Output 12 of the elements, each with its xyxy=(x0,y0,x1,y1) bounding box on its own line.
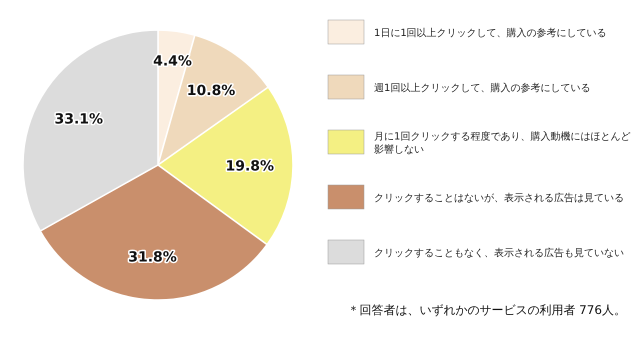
data-label: 4.4% xyxy=(153,54,192,70)
legend-label: クリックすることもなく、表示される広告も見ていない xyxy=(374,247,624,259)
data-label: 19.8% xyxy=(226,158,274,175)
data-label: 33.1% xyxy=(54,112,104,128)
text: ＊回答者は、いずれかのサービスの利用者 776人。 xyxy=(347,303,626,317)
legend-label: 1日に1回以上クリックして、購入の参考にしている xyxy=(374,27,607,39)
legend-label: 週1回以上クリックして、購入の参考にしている xyxy=(374,82,590,94)
legend-label: クリックすることはないが、表示される広告は見ている xyxy=(374,192,624,204)
data-label: 31.8% xyxy=(128,250,177,266)
data-label: 10.8% xyxy=(186,83,236,100)
legend-label: 月に1回クリックする程度であり、購入動機にはほとんど影響しない xyxy=(374,130,630,156)
pie-slice xyxy=(157,86,294,246)
